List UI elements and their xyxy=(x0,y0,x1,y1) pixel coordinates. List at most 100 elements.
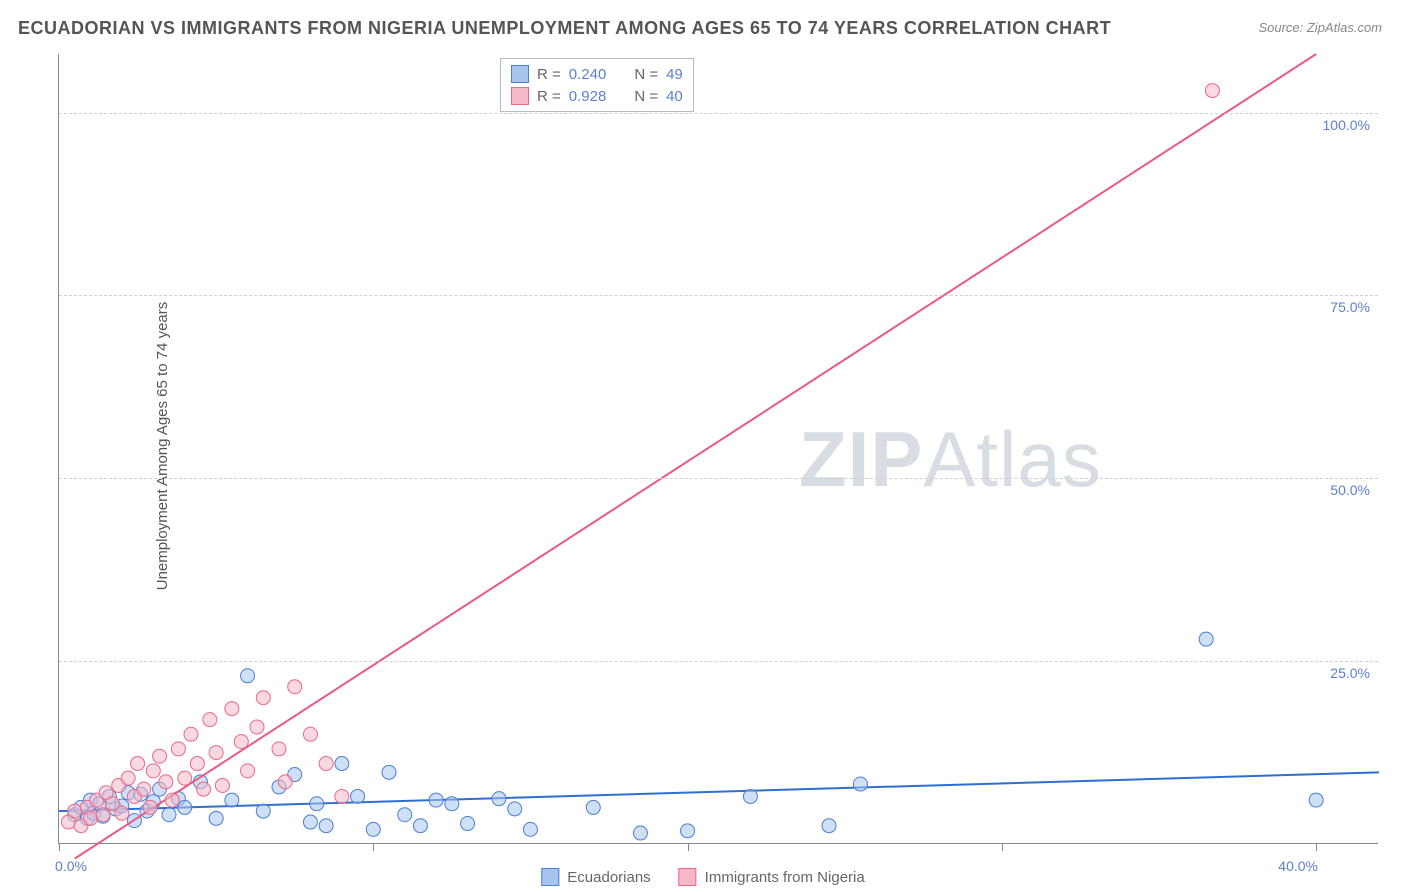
data-point-nigeria xyxy=(153,749,167,763)
legend-correlation-row: R = 0.240 N = 49 xyxy=(511,63,683,85)
legend-n-label: N = xyxy=(634,66,658,83)
data-point-ecuadorians xyxy=(429,793,443,807)
data-point-ecuadorians xyxy=(303,815,317,829)
legend-n-label: N = xyxy=(634,88,658,105)
data-point-nigeria xyxy=(335,789,349,803)
data-point-ecuadorians xyxy=(162,808,176,822)
data-point-nigeria xyxy=(178,771,192,785)
data-point-ecuadorians xyxy=(508,802,522,816)
legend-n-value: 49 xyxy=(666,66,683,83)
data-point-ecuadorians xyxy=(853,777,867,791)
data-point-ecuadorians xyxy=(256,804,270,818)
data-point-ecuadorians xyxy=(633,826,647,840)
gridline-horizontal xyxy=(59,661,1378,662)
data-point-nigeria xyxy=(241,764,255,778)
data-point-ecuadorians xyxy=(398,808,412,822)
data-point-nigeria xyxy=(190,757,204,771)
y-tick-label: 25.0% xyxy=(1330,665,1370,681)
trend-line-ecuadorians xyxy=(59,772,1379,811)
data-point-ecuadorians xyxy=(319,819,333,833)
legend-series-item: Ecuadorians xyxy=(541,868,650,886)
data-point-nigeria xyxy=(234,735,248,749)
data-point-ecuadorians xyxy=(586,800,600,814)
data-point-ecuadorians xyxy=(225,793,239,807)
data-point-nigeria xyxy=(96,808,110,822)
trend-line-nigeria xyxy=(75,54,1316,859)
data-point-ecuadorians xyxy=(822,819,836,833)
gridline-horizontal xyxy=(59,113,1378,114)
chart-title: ECUADORIAN VS IMMIGRANTS FROM NIGERIA UN… xyxy=(18,18,1111,39)
gridline-horizontal xyxy=(59,295,1378,296)
legend-series-label: Ecuadorians xyxy=(567,869,650,886)
data-point-ecuadorians xyxy=(1199,632,1213,646)
legend-swatch xyxy=(541,868,559,886)
x-tick xyxy=(1002,843,1003,851)
data-point-nigeria xyxy=(83,811,97,825)
data-point-nigeria xyxy=(256,691,270,705)
data-point-ecuadorians xyxy=(1309,793,1323,807)
legend-n-value: 40 xyxy=(666,88,683,105)
data-point-nigeria xyxy=(215,778,229,792)
x-tick xyxy=(1316,843,1317,851)
legend-swatch xyxy=(511,87,529,105)
data-point-nigeria xyxy=(319,757,333,771)
data-point-ecuadorians xyxy=(743,789,757,803)
source-attribution: Source: ZipAtlas.com xyxy=(1258,20,1382,35)
x-tick xyxy=(373,843,374,851)
data-point-nigeria xyxy=(137,782,151,796)
legend-r-value: 0.240 xyxy=(569,66,607,83)
data-point-ecuadorians xyxy=(382,765,396,779)
legend-series-label: Immigrants from Nigeria xyxy=(705,869,865,886)
data-point-nigeria xyxy=(184,727,198,741)
data-point-nigeria xyxy=(203,713,217,727)
data-point-nigeria xyxy=(303,727,317,741)
data-point-ecuadorians xyxy=(681,824,695,838)
data-point-ecuadorians xyxy=(366,822,380,836)
data-point-nigeria xyxy=(171,742,185,756)
data-point-ecuadorians xyxy=(523,822,537,836)
data-point-ecuadorians xyxy=(310,797,324,811)
data-point-nigeria xyxy=(143,800,157,814)
x-tick xyxy=(688,843,689,851)
data-point-ecuadorians xyxy=(492,792,506,806)
data-point-nigeria xyxy=(209,746,223,760)
data-point-ecuadorians xyxy=(413,819,427,833)
y-tick-label: 75.0% xyxy=(1330,299,1370,315)
legend-r-label: R = xyxy=(537,88,561,105)
legend-swatch xyxy=(679,868,697,886)
gridline-horizontal xyxy=(59,478,1378,479)
legend-correlation-row: R = 0.928 N = 40 xyxy=(511,85,683,107)
data-point-nigeria xyxy=(131,757,145,771)
data-point-nigeria xyxy=(159,775,173,789)
data-point-ecuadorians xyxy=(445,797,459,811)
legend-series: Ecuadorians Immigrants from Nigeria xyxy=(541,868,864,886)
data-point-nigeria xyxy=(272,742,286,756)
data-point-ecuadorians xyxy=(351,789,365,803)
legend-swatch xyxy=(511,65,529,83)
x-tick-label: 0.0% xyxy=(55,858,87,874)
data-point-nigeria xyxy=(68,804,82,818)
data-point-ecuadorians xyxy=(209,811,223,825)
legend-correlation: R = 0.240 N = 49 R = 0.928 N = 40 xyxy=(500,58,694,112)
data-point-nigeria xyxy=(250,720,264,734)
data-point-ecuadorians xyxy=(178,800,192,814)
data-point-ecuadorians xyxy=(335,757,349,771)
data-point-ecuadorians xyxy=(241,669,255,683)
data-point-nigeria xyxy=(115,806,129,820)
data-point-nigeria xyxy=(278,775,292,789)
data-point-nigeria xyxy=(121,771,135,785)
legend-series-item: Immigrants from Nigeria xyxy=(679,868,865,886)
data-point-ecuadorians xyxy=(461,817,475,831)
y-tick-label: 100.0% xyxy=(1323,117,1370,133)
legend-r-value: 0.928 xyxy=(569,88,607,105)
x-tick xyxy=(59,843,60,851)
data-point-nigeria xyxy=(1205,84,1219,98)
plot-area: ZIPAtlas 25.0%50.0%75.0%100.0%0.0%40.0% xyxy=(58,54,1378,844)
data-point-nigeria xyxy=(197,782,211,796)
data-point-nigeria xyxy=(225,702,239,716)
x-tick-label: 40.0% xyxy=(1278,858,1318,874)
data-point-nigeria xyxy=(165,793,179,807)
legend-r-label: R = xyxy=(537,66,561,83)
data-point-nigeria xyxy=(288,680,302,694)
data-point-nigeria xyxy=(146,764,160,778)
